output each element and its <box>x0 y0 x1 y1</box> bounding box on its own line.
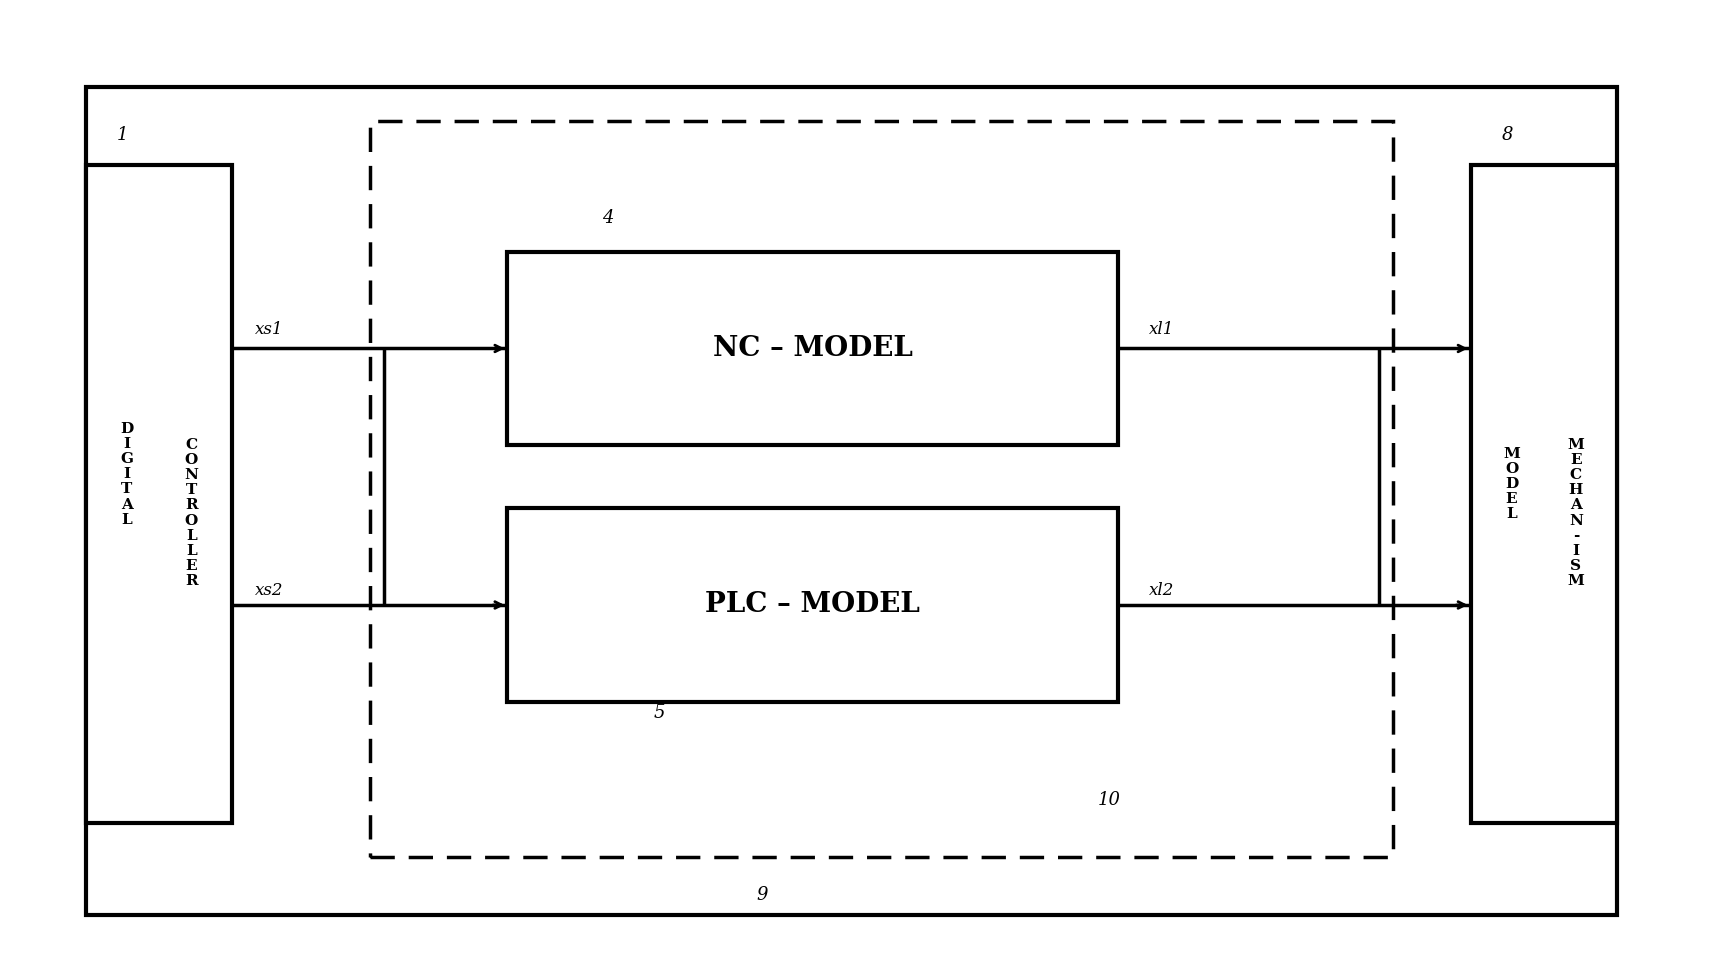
Bar <box>86 165 232 823</box>
Bar <box>1471 165 1617 823</box>
Text: 10: 10 <box>1097 792 1120 809</box>
Text: NC – MODEL: NC – MODEL <box>712 335 913 362</box>
Text: 4: 4 <box>602 209 614 227</box>
Text: 1: 1 <box>117 127 129 144</box>
Text: 8: 8 <box>1502 127 1514 144</box>
Text: xs1: xs1 <box>255 321 284 338</box>
Text: xs2: xs2 <box>255 583 284 599</box>
Text: PLC – MODEL: PLC – MODEL <box>705 591 920 619</box>
Bar <box>507 508 1118 702</box>
Text: M
O
D
E
L: M O D E L <box>1503 447 1520 521</box>
Text: D
I
G
I
T
A
L: D I G I T A L <box>120 422 134 527</box>
Bar <box>370 121 1393 857</box>
Text: xl2: xl2 <box>1149 583 1175 599</box>
Text: 5: 5 <box>654 705 666 722</box>
Bar <box>507 252 1118 445</box>
Bar <box>86 87 1617 915</box>
Text: C
O
N
T
R
O
L
L
E
R: C O N T R O L L E R <box>184 439 198 588</box>
Text: xl1: xl1 <box>1149 321 1175 338</box>
Text: 9: 9 <box>757 887 769 904</box>
Text: M
E
C
H
A
N
-
I
S
M: M E C H A N - I S M <box>1567 439 1584 588</box>
